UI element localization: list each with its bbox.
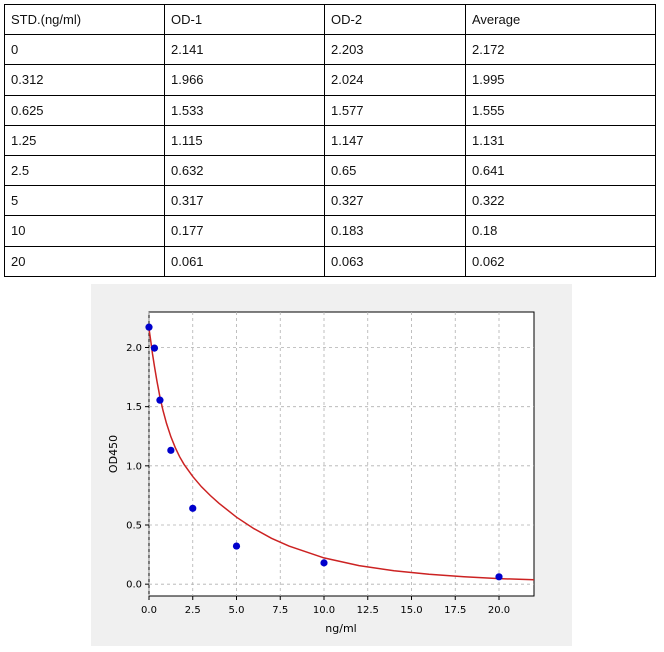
table-row: 0 2.141 2.203 2.172 (4, 34, 656, 66)
table-cell: 0.632 (164, 154, 325, 187)
table-cell: 1.577 (324, 94, 466, 126)
table-header-cell: STD.(ng/ml) (4, 3, 165, 36)
data-points-layer (145, 323, 503, 581)
table-cell: 0.18 (465, 215, 656, 247)
fit-curve-layer (148, 328, 535, 581)
table-cell: 1.25 (4, 124, 165, 156)
x-tick-label: 2.5 (185, 605, 201, 616)
table-cell: 0.312 (4, 64, 165, 96)
table-cell: 2.5 (4, 154, 165, 187)
data-point (320, 559, 328, 567)
table-cell: 20 (4, 245, 165, 277)
table-cell: 0.183 (324, 215, 466, 247)
x-axis-label: ng/ml (325, 622, 356, 635)
table-cell: 2.141 (164, 34, 325, 66)
x-tick-label: 15.0 (400, 605, 422, 616)
data-point (150, 344, 159, 352)
table-cell: 0.327 (324, 185, 466, 217)
data-point (145, 323, 153, 331)
data-point (189, 504, 197, 512)
data-point (495, 573, 503, 581)
table-cell: 1.147 (324, 124, 466, 156)
x-tick-label: 10.0 (313, 605, 335, 616)
table-row: 2.5 0.632 0.65 0.641 (4, 154, 656, 187)
table-cell: 1.555 (465, 94, 656, 126)
table-cell: 0.65 (324, 154, 466, 187)
y-tick-label: 1.5 (126, 402, 142, 413)
table-cell: 10 (4, 215, 165, 247)
table-cell: 1.966 (164, 64, 325, 96)
table-cell: 0.317 (164, 185, 325, 217)
table-row: 1.25 1.115 1.147 1.131 (4, 124, 656, 156)
y-axis-label: OD450 (107, 435, 120, 473)
table-row: 5 0.317 0.327 0.322 (4, 185, 656, 217)
y-tick-label: 2.0 (126, 343, 142, 354)
table-cell: 0.322 (465, 185, 656, 217)
x-tick-label: 20.0 (488, 605, 510, 616)
table-row: 20 0.061 0.063 0.062 (4, 245, 656, 277)
data-point (167, 446, 175, 454)
table-cell: 0.641 (465, 154, 656, 187)
table-cell: 5 (4, 185, 165, 217)
table-row: 0.312 1.966 2.024 1.995 (4, 64, 656, 96)
table-row: 0.625 1.533 1.577 1.555 (4, 94, 656, 126)
table-cell: 0 (4, 34, 165, 66)
table-cell: 2.024 (324, 64, 466, 96)
standard-curve-table: STD.(ng/ml) OD-1 OD-2 Average 0 2.141 2.… (4, 3, 656, 277)
y-axis-ticks: 0.0 0.5 1.0 1.5 2.0 (126, 343, 149, 591)
table-header-cell: OD-1 (164, 3, 325, 36)
table-header-cell: OD-2 (324, 3, 466, 36)
y-tick-label: 0.0 (126, 580, 142, 591)
standard-curve-chart: 0.0 2.5 5.0 7.5 10.0 12.5 15.0 17.5 20.0 0.0 0.5 1… (107, 311, 535, 635)
x-tick-label: 0.0 (141, 605, 157, 616)
table-header-row: STD.(ng/ml) OD-1 OD-2 Average (4, 3, 656, 36)
x-axis-ticks: 0.0 2.5 5.0 7.5 10.0 12.5 15.0 17.5 20.0 (141, 596, 510, 616)
plot-area (148, 311, 535, 597)
y-tick-label: 0.5 (126, 521, 142, 532)
table-row: 10 0.177 0.183 0.18 (4, 215, 656, 247)
table-cell: 0.062 (465, 245, 656, 277)
table-cell: 1.995 (465, 64, 656, 96)
table-header-cell: Average (465, 3, 656, 36)
chart-panel: 0.0 2.5 5.0 7.5 10.0 12.5 15.0 17.5 20.0 0.0 0.5 1… (91, 284, 572, 646)
y-tick-label: 1.0 (126, 461, 142, 472)
table-cell: 2.172 (465, 34, 656, 66)
data-point (156, 396, 164, 404)
table-cell: 0.625 (4, 94, 165, 126)
table-cell: 2.203 (324, 34, 466, 66)
table-cell: 1.115 (164, 124, 325, 156)
x-tick-label: 17.5 (444, 605, 466, 616)
table-cell: 0.177 (164, 215, 325, 247)
x-tick-label: 5.0 (229, 605, 245, 616)
table-cell: 1.533 (164, 94, 325, 126)
x-tick-label: 7.5 (272, 605, 288, 616)
x-tick-label: 12.5 (357, 605, 379, 616)
table-cell: 0.063 (324, 245, 466, 277)
table-cell: 0.061 (164, 245, 325, 277)
fit-curve (148, 328, 535, 581)
data-point (232, 542, 241, 550)
table-cell: 1.131 (465, 124, 656, 156)
